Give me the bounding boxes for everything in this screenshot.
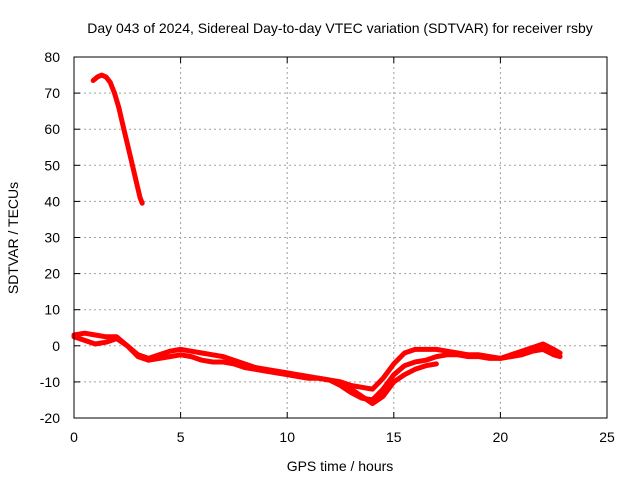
x-tick-label: 10 [279, 429, 295, 445]
y-tick-label: 30 [44, 230, 60, 246]
y-tick-label: 40 [44, 193, 60, 209]
series-layer [71, 72, 563, 407]
y-tick-label: -10 [40, 374, 60, 390]
x-tick-label: 0 [70, 429, 78, 445]
y-tick-label: 60 [44, 121, 60, 137]
x-tick-label: 25 [599, 429, 615, 445]
series-line-trace-c [338, 361, 439, 407]
y-tick-labels: -20 -10 0 10 20 30 40 50 60 70 80 [40, 49, 60, 426]
y-tick-label: 0 [52, 338, 60, 354]
y-tick-label: -20 [40, 410, 60, 426]
x-axis-title: GPS time / hours [287, 458, 394, 474]
y-axis-title: SDTVAR / TECUs [5, 182, 21, 294]
chart-title: Day 043 of 2024, Sidereal Day-to-day VTE… [87, 20, 593, 36]
series-line-trace-b [71, 334, 563, 403]
x-tick-labels: 0 5 10 15 20 25 [70, 429, 615, 445]
x-tick-label: 5 [177, 429, 185, 445]
axis-ticks [73, 56, 608, 419]
x-tick-label: 15 [386, 429, 402, 445]
y-tick-label: 80 [44, 49, 60, 65]
y-tick-label: 70 [44, 85, 60, 101]
x-tick-label: 20 [493, 429, 509, 445]
y-tick-label: 20 [44, 266, 60, 282]
y-tick-label: 10 [44, 302, 60, 318]
series-line-high-trace [90, 72, 145, 206]
y-tick-label: 50 [44, 157, 60, 173]
